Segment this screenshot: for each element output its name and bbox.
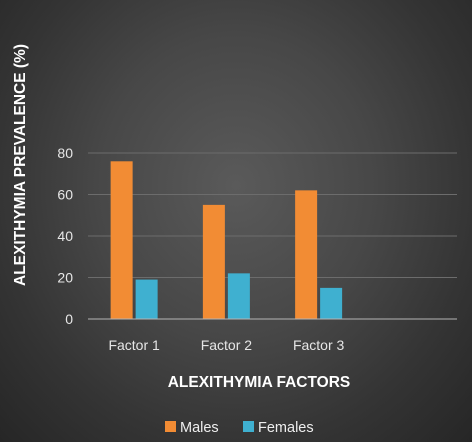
bar-males-3 (295, 190, 318, 319)
y-tick-label: 80 (57, 145, 73, 161)
x-tick-label: Factor 1 (108, 337, 160, 353)
legend-label-females: Females (258, 420, 314, 436)
legend-swatch-males (165, 421, 176, 432)
bars (110, 161, 343, 319)
legend-swatch-females (243, 421, 254, 432)
bar-females-1 (135, 279, 158, 319)
bar-females-3 (320, 287, 343, 319)
x-tick-label: Factor 3 (293, 337, 345, 353)
legend: Males Females (165, 420, 314, 436)
y-tick-label: 60 (57, 187, 73, 203)
bar-females-2 (227, 273, 250, 319)
gridlines (88, 152, 457, 278)
bar-males-2 (202, 204, 225, 319)
x-tick-labels: Factor 1 Factor 2 Factor 3 (108, 337, 344, 353)
bar-males-1 (110, 161, 133, 319)
x-axis-title: ALEXITHYMIA FACTORS (168, 374, 351, 391)
x-tick-label: Factor 2 (201, 337, 253, 353)
y-tick-label: 0 (65, 311, 73, 327)
y-tick-label: 20 (57, 270, 73, 286)
legend-label-males: Males (180, 420, 219, 436)
y-tick-label: 40 (57, 228, 73, 244)
y-tick-labels: 0 20 40 60 80 (57, 145, 73, 327)
y-axis-title: ALEXITHYMIA PREVALENCE (%) (12, 44, 29, 286)
